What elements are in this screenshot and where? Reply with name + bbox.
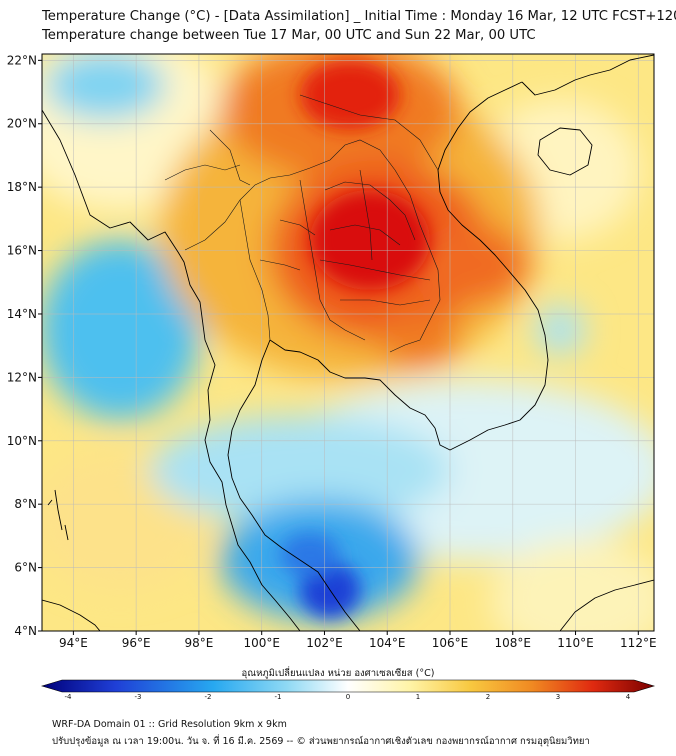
myanmar-coast [42, 109, 233, 526]
lat-tick-label: 16°N [7, 244, 37, 258]
hainan [537, 127, 593, 176]
colorbar-label: อุณหภูมิเปลี่ยนแปลง หน่วย องศาเซลเซียส (… [241, 668, 435, 679]
colorbar-tick-label: -3 [135, 693, 142, 701]
china-coast [521, 54, 654, 96]
vietnam-north-coast [437, 81, 523, 171]
footer-domain: WRF-DA Domain 01 :: Grid Resolution 9km … [52, 719, 287, 730]
colorbar-tick-label: 2 [486, 693, 490, 701]
lon-tick-label: 106°E [432, 636, 469, 650]
sumatra-coast [42, 599, 101, 631]
lat-tick-label: 4°N [14, 624, 37, 638]
lat-tick-label: 10°N [7, 434, 37, 448]
lon-tick-label: 108°E [495, 636, 532, 650]
lon-tick-label: 98°E [184, 636, 213, 650]
lon-tick-label: 94°E [59, 636, 88, 650]
map-frame [41, 53, 655, 632]
lon-tick-label: 100°E [243, 636, 280, 650]
chart-subtitle: Temperature change between Tue 17 Mar, 0… [42, 28, 536, 43]
lat-tick-label: 14°N [7, 307, 37, 321]
lon-tick-label: 110°E [557, 636, 594, 650]
latitude-axis: 22°N 20°N 18°N 16°N 14°N 12°N 10°N 8°N 6°N 4°N [7, 53, 42, 638]
borneo-coast [559, 579, 654, 631]
footer-update: ปรับปรุงข้อมูล ณ เวลา 19:00น. วัน จ. ที่… [52, 736, 590, 747]
lat-tick-label: 6°N [14, 561, 37, 575]
colorbar-tick-label: -2 [205, 693, 212, 701]
lon-tick-label: 96°E [122, 636, 151, 650]
lon-tick-label: 112°E [620, 636, 657, 650]
gulf-top-coast [269, 339, 436, 429]
lon-tick-label: 102°E [306, 636, 343, 650]
gulf-west-coast [227, 339, 361, 631]
chart-title: Temperature Change (°C) - [Data Assimila… [42, 9, 676, 24]
admin-borders [164, 94, 441, 353]
lat-tick-label: 20°N [7, 117, 37, 131]
lat-tick-label: 22°N [7, 53, 37, 67]
longitude-axis: 94°E 96°E 98°E 100°E 102°E 104°E 106°E 108°E 110… [59, 631, 657, 650]
colorbar: -4 -3 -2 -1 0 1 2 3 4 [40, 679, 656, 701]
colorbar-tick-label: -4 [65, 693, 73, 701]
andaman-islands [47, 489, 69, 541]
peninsula-west-coast [231, 524, 301, 631]
lon-tick-label: 104°E [369, 636, 406, 650]
colorbar-tick-label: 1 [416, 693, 420, 701]
vietnam-south-coast [434, 169, 549, 451]
coastlines [42, 54, 654, 631]
colorbar-tick-label: 3 [556, 693, 560, 701]
colorbar-tick-label: 4 [626, 693, 631, 701]
colorbar-bar [40, 679, 656, 693]
lat-tick-label: 12°N [7, 370, 37, 384]
lat-tick-label: 8°N [14, 497, 37, 511]
lat-tick-label: 18°N [7, 180, 37, 194]
colorbar-tick-label: 0 [346, 693, 350, 701]
temperature-field [42, 54, 654, 631]
colorbar-tick-label: -1 [275, 693, 282, 701]
